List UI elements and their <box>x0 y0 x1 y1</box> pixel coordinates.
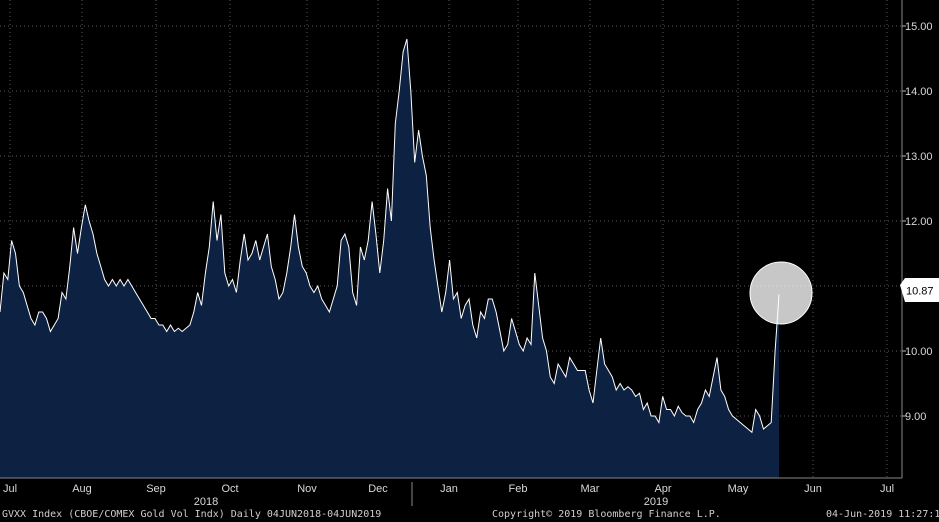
x-tick-label: Jul <box>3 483 17 495</box>
x-tick-label: Jul <box>880 483 894 495</box>
y-tick-label: 12.00 <box>905 216 933 228</box>
footer-timestamp: 04-Jun-2019 11:27:13 <box>826 509 939 520</box>
area-series <box>0 38 780 478</box>
series-line <box>0 38 780 434</box>
x-tick-label: Oct <box>221 483 238 495</box>
y-tick-label: 10.00 <box>905 346 933 358</box>
year-label: 2018 <box>194 496 218 508</box>
area-fill <box>0 39 779 478</box>
x-tick-label: Mar <box>581 483 600 495</box>
y-tick-label: 14.00 <box>905 86 933 98</box>
y-tick-label: 15.00 <box>905 21 933 33</box>
footer-security-description: GVXX Index (CBOE/COMEX Gold Vol Indx) Da… <box>2 509 382 520</box>
last-value-tag-shape <box>900 278 939 302</box>
x-tick-label: Aug <box>72 483 92 495</box>
highlight-circle-shape <box>749 261 813 325</box>
x-tick-label: Feb <box>509 483 528 495</box>
x-tick-label: Jun <box>804 483 822 495</box>
x-tick-label: Nov <box>297 483 317 495</box>
x-axis-ticks: Jul Aug Sep Oct Nov Dec Jan Feb Mar Apr May Jun Jul <box>0 477 902 506</box>
x-tick-label: Dec <box>368 483 388 495</box>
x-tick-label: Sep <box>146 483 166 495</box>
x-tick-label: Apr <box>654 483 671 495</box>
highlight-circle <box>749 261 813 325</box>
year-label: 2019 <box>644 496 668 508</box>
y-tick-label: 13.00 <box>905 151 933 163</box>
last-value-label: 10.87 <box>906 286 934 298</box>
y-tick-label: 9.00 <box>905 411 926 423</box>
x-tick-label: Jan <box>440 483 458 495</box>
footer-copyright: Copyright© 2019 Bloomberg Finance L.P. <box>492 509 721 520</box>
last-value-tag: 10.87 <box>900 278 939 302</box>
x-tick-label: May <box>728 483 749 495</box>
year-labels: 2018 2019 <box>194 496 668 508</box>
